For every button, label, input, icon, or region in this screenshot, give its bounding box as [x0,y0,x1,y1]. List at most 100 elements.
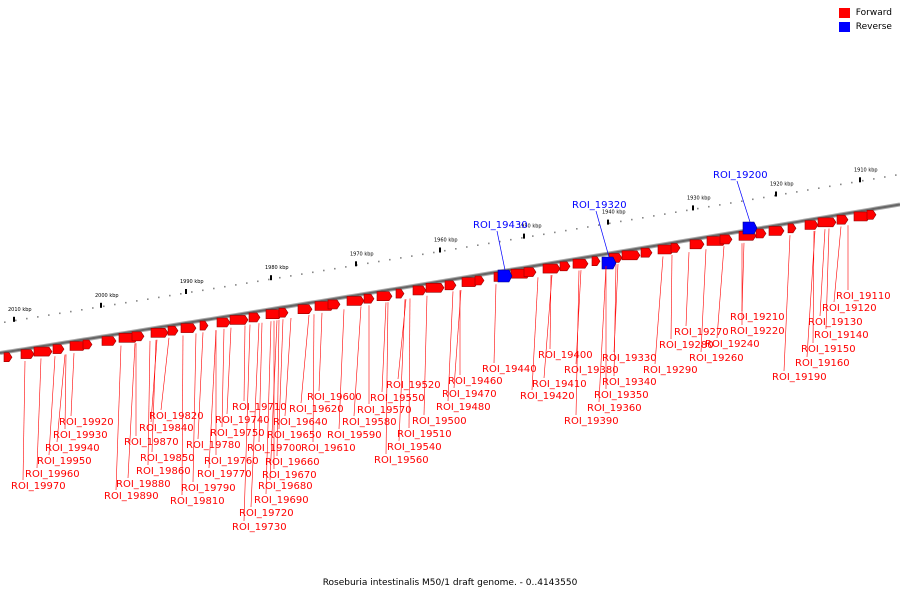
gene-block [180,323,197,333]
scale-dot [576,228,578,230]
scale-dot [598,224,600,226]
forward-gene-label: ROI_19880 [116,479,171,490]
forward-gene-label: ROI_19210 [730,312,785,323]
gene-block [150,328,169,338]
scale-dot [543,233,545,236]
scale-dot [224,285,226,288]
forward-gene-label: ROI_19670 [262,470,317,481]
gene-block [33,346,53,357]
forward-gene-leader [22,360,26,481]
forward-gene-label: ROI_19820 [149,411,204,422]
scale-dot [191,291,193,293]
scale-dot [532,235,534,237]
forward-gene-leader [819,229,826,317]
forward-gene-leader [150,339,158,423]
kbp-tick-label: 1990 kbp [180,279,204,285]
gene-block [52,344,65,354]
reverse-gene-leader [496,230,506,271]
forward-gene-label: ROI_19730 [232,522,287,533]
forward-gene-label: ROI_19360 [587,403,642,414]
kbp-tick-mark [13,316,15,322]
forward-gene-label: ROI_19510 [397,429,452,440]
scale-dot [675,211,677,213]
gene-block [278,307,289,318]
kbp-tick-mark [859,177,861,183]
forward-gene-leader [398,299,406,442]
genome-caption: Roseburia intestinalis M50/1 draft genom… [322,578,578,588]
forward-gene-label: ROI_19760 [204,456,259,467]
gene-block [523,267,537,277]
kbp-tick-mark [185,289,187,294]
gene-block [755,228,767,239]
forward-gene-leader [408,298,411,429]
scale-dot [180,293,182,295]
gene-layer [3,210,877,362]
scale-dot [213,287,215,290]
forward-gene-label: ROI_19740 [215,415,270,426]
gene-block [327,299,341,310]
forward-gene-leader [197,332,204,440]
scale-dot [554,231,556,234]
scale-dot [631,218,633,221]
scale-dot [389,258,391,261]
scale-dot [796,191,798,193]
forward-gene-label: ROI_19160 [795,358,850,369]
forward-gene-leader [36,358,42,469]
forward-gene-label: ROI_19440 [482,364,537,375]
scale-dot [444,249,446,252]
kbp-tick-mark [692,205,694,211]
scale-dot [664,213,666,215]
scale-dot [312,271,314,274]
gene-block [787,223,797,234]
forward-gene-label: ROI_19350 [594,390,649,401]
gene-block [836,214,849,225]
scale-dot [565,229,567,232]
scale-dot [499,240,501,243]
scale-dot [774,194,776,197]
forward-gene-label: ROI_19710 [232,402,287,413]
kbp-tick-label: 1910 kbp [854,167,878,173]
forward-gene-leader [670,254,673,340]
reverse-gene-label: ROI_19200 [713,170,768,181]
gene-block [640,247,653,258]
kbp-tick-mark [523,233,525,239]
forward-gene-label: ROI_19750 [210,428,265,439]
forward-gene-label: ROI_19850 [140,453,195,464]
scale-dot [422,253,424,256]
kbp-tick-label: 1980 kbp [265,265,289,271]
reverse-swatch [838,22,850,32]
scale-dot [125,301,127,304]
gene-block [363,293,375,304]
forward-gene-leader [685,252,690,327]
kbp-tick-mark [100,302,102,308]
forward-gene-label: ROI_19470 [442,389,497,400]
scale-dot [510,238,512,241]
reverse-gene-leader [595,210,610,258]
forward-gene-label: ROI_19420 [520,391,575,402]
gene-block [621,250,641,261]
reverse-gene-leader [736,180,751,223]
forward-gene-label: ROI_19590 [327,430,382,441]
forward-gene-label: ROI_19240 [705,339,760,350]
forward-gene-leader [423,295,428,416]
scale-dot [246,282,248,284]
scale-dot [840,183,842,186]
scale-dot [719,204,721,206]
forward-gene-leader [385,302,389,455]
scale-dot [345,266,347,268]
scale-dot [477,244,479,246]
forward-gene-leader [447,291,454,402]
forward-gene-leader [575,270,582,365]
forward-gene-leader [783,235,791,372]
scale-dot [620,220,622,223]
scale-dot [587,226,589,228]
forward-gene-label: ROI_19220 [730,326,785,337]
forward-gene-label: ROI_19290 [643,365,698,376]
forward-gene-label: ROI_19380 [564,365,619,376]
forward-gene-leader [226,327,232,415]
forward-gene-leader [278,319,284,430]
forward-gene-label: ROI_19500 [412,416,467,427]
forward-gene-leader [70,353,75,417]
forward-swatch [838,8,850,18]
forward-gene-label: ROI_19190 [772,372,827,383]
